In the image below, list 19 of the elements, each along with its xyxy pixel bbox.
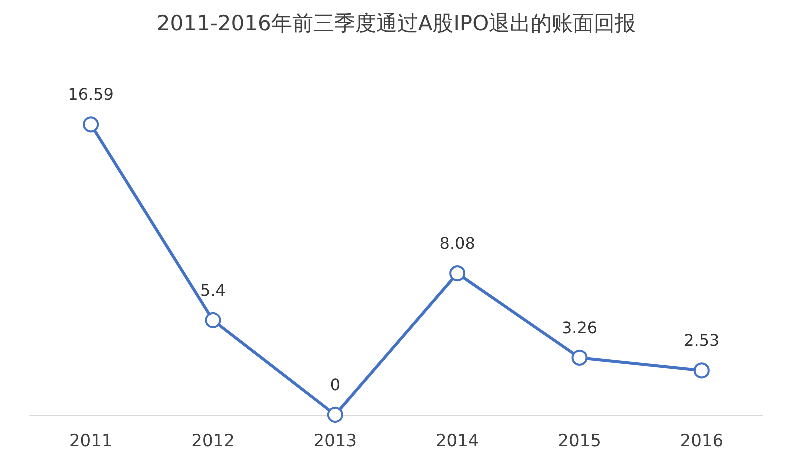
point bbox=[450, 266, 466, 282]
x-tick-label: 2014 bbox=[436, 432, 480, 452]
data-label: 2.53 bbox=[684, 331, 720, 350]
point bbox=[694, 362, 710, 379]
data-label: 8.08 bbox=[440, 234, 476, 254]
data-label: 5.4 bbox=[200, 281, 226, 300]
x-tick-label: 2013 bbox=[314, 432, 358, 452]
data-label: 3.26 bbox=[562, 318, 598, 338]
point bbox=[205, 312, 222, 328]
data-label: 0 bbox=[330, 376, 341, 394]
x-tick-label: 2015 bbox=[558, 432, 602, 452]
x-tick-label: 2012 bbox=[192, 432, 235, 452]
chart-title: 2011-2016年前三季度通过A股IPO退出的账面回报 bbox=[156, 12, 636, 36]
x-tick-label: 2016 bbox=[680, 432, 724, 452]
point bbox=[572, 350, 588, 366]
point bbox=[83, 116, 100, 133]
data-label: 16.59 bbox=[68, 85, 114, 104]
x-tick-label: 2011 bbox=[69, 432, 113, 452]
point bbox=[327, 407, 344, 423]
